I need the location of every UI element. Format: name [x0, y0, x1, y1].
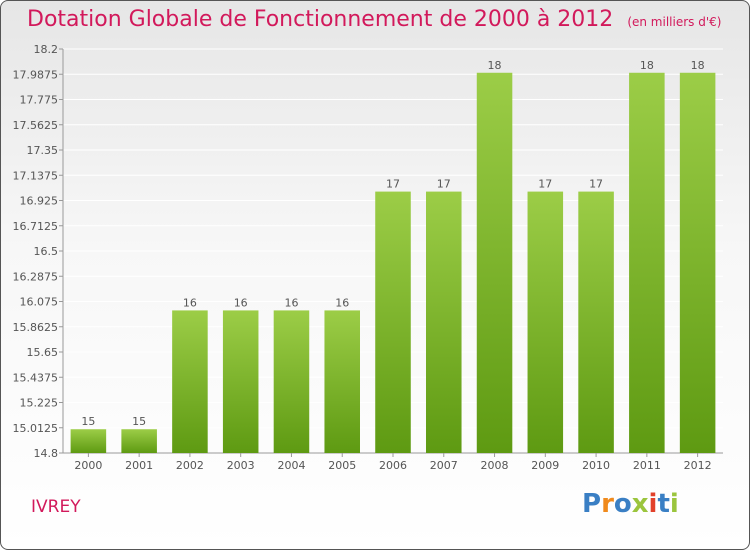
- x-tick-label: 2009: [531, 459, 559, 472]
- x-tick-label: 2000: [74, 459, 102, 472]
- logo-letter: o: [613, 489, 632, 519]
- y-tick-label: 15.8625: [13, 321, 59, 334]
- data-label: 18: [640, 59, 654, 72]
- y-tick-label: 16.075: [20, 296, 59, 309]
- data-label: 16: [234, 296, 248, 309]
- bar: [121, 429, 157, 453]
- data-label: 17: [437, 178, 451, 191]
- x-tick-label: 2010: [582, 459, 610, 472]
- data-label: 16: [335, 296, 349, 309]
- proxiti-logo: Proxiti: [582, 489, 679, 519]
- x-tick-label: 2001: [125, 459, 153, 472]
- bar: [476, 72, 513, 453]
- y-tick-label: 15.0125: [13, 422, 59, 435]
- x-tick-label: 2002: [176, 459, 204, 472]
- y-tick-label: 15.225: [20, 397, 59, 410]
- title-text: Dotation Globale de Fonctionnement de 20…: [27, 7, 614, 32]
- x-tick-label: 2004: [277, 459, 305, 472]
- bar: [273, 310, 310, 453]
- data-label: 18: [691, 59, 705, 72]
- data-label: 16: [183, 296, 197, 309]
- x-tick-label: 2007: [430, 459, 458, 472]
- logo-letter: r: [601, 489, 614, 519]
- bar: [527, 191, 564, 453]
- y-tick-label: 14.8: [34, 447, 59, 460]
- bar: [222, 310, 259, 453]
- y-tick-label: 16.5: [34, 245, 59, 258]
- data-label: 15: [132, 415, 146, 428]
- bar: [578, 191, 614, 453]
- x-tick-label: 2008: [481, 459, 509, 472]
- bar: [426, 191, 462, 453]
- logo-letter: i: [648, 489, 658, 519]
- y-tick-label: 17.1375: [13, 169, 59, 182]
- bar: [70, 429, 107, 453]
- bar: [375, 191, 411, 453]
- data-label: 18: [488, 59, 502, 72]
- y-tick-label: 15.65: [27, 346, 59, 359]
- logo-letter: i: [669, 489, 679, 519]
- data-label: 17: [538, 178, 552, 191]
- x-tick-label: 2003: [227, 459, 255, 472]
- data-label: 16: [284, 296, 298, 309]
- bar: [172, 310, 208, 453]
- y-tick-label: 17.9875: [13, 68, 59, 81]
- data-label: 17: [386, 178, 400, 191]
- logo-letter: t: [657, 489, 670, 519]
- y-tick-label: 16.7125: [13, 220, 59, 233]
- x-tick-label: 2012: [684, 459, 712, 472]
- y-tick-label: 17.775: [20, 94, 59, 107]
- commune-name: IVREY: [31, 497, 81, 517]
- y-tick-label: 17.5625: [13, 119, 59, 132]
- bar: [324, 310, 360, 453]
- data-label: 15: [81, 415, 95, 428]
- chart-subtitle: (en milliers d'€): [627, 15, 722, 29]
- y-tick-label: 16.2875: [13, 270, 59, 283]
- bar: [629, 72, 665, 453]
- y-tick-label: 16.925: [20, 195, 59, 208]
- y-tick-label: 15.4375: [13, 371, 59, 384]
- bar: [679, 72, 716, 453]
- logo-letter: P: [582, 489, 602, 519]
- x-tick-label: 2011: [633, 459, 661, 472]
- chart-title: Dotation Globale de Fonctionnement de 20…: [27, 7, 721, 32]
- y-tick-label: 18.2: [34, 43, 59, 56]
- x-tick-label: 2006: [379, 459, 407, 472]
- logo-letter: x: [631, 489, 649, 519]
- y-tick-label: 17.35: [27, 144, 59, 157]
- x-tick-label: 2005: [328, 459, 356, 472]
- data-label: 17: [589, 178, 603, 191]
